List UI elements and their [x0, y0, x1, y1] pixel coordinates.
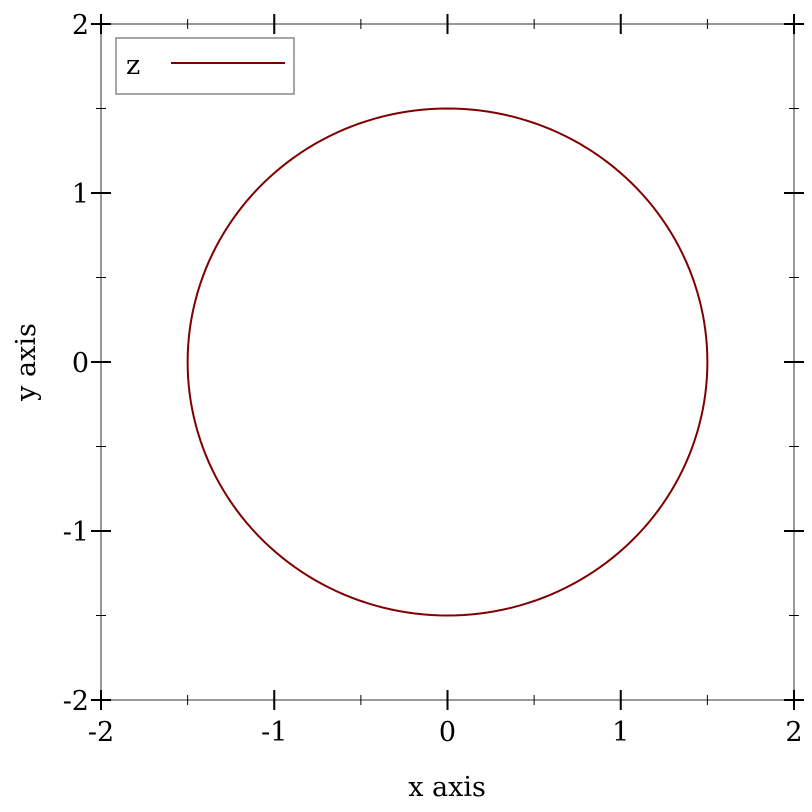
x-tick-label: 2	[785, 717, 802, 748]
legend: z	[115, 37, 295, 95]
y-tick-label: 0	[72, 348, 89, 379]
x-axis-label: x axis	[408, 772, 486, 803]
legend-label-z: z	[126, 50, 140, 81]
x-tick-label: 1	[612, 717, 629, 748]
legend-box	[115, 37, 295, 95]
y-axis-label: y axis	[11, 323, 42, 402]
y-tick-label: -2	[63, 686, 89, 717]
y-tick-label: 2	[72, 10, 89, 41]
series-z-contour	[186, 107, 709, 617]
plot-frame	[100, 23, 795, 701]
x-tick-label: -1	[261, 717, 287, 748]
y-tick-label: -1	[63, 517, 89, 548]
x-tick-label: -2	[88, 717, 114, 748]
y-tick-label: 1	[72, 179, 89, 210]
x-tick-label: 0	[439, 717, 456, 748]
